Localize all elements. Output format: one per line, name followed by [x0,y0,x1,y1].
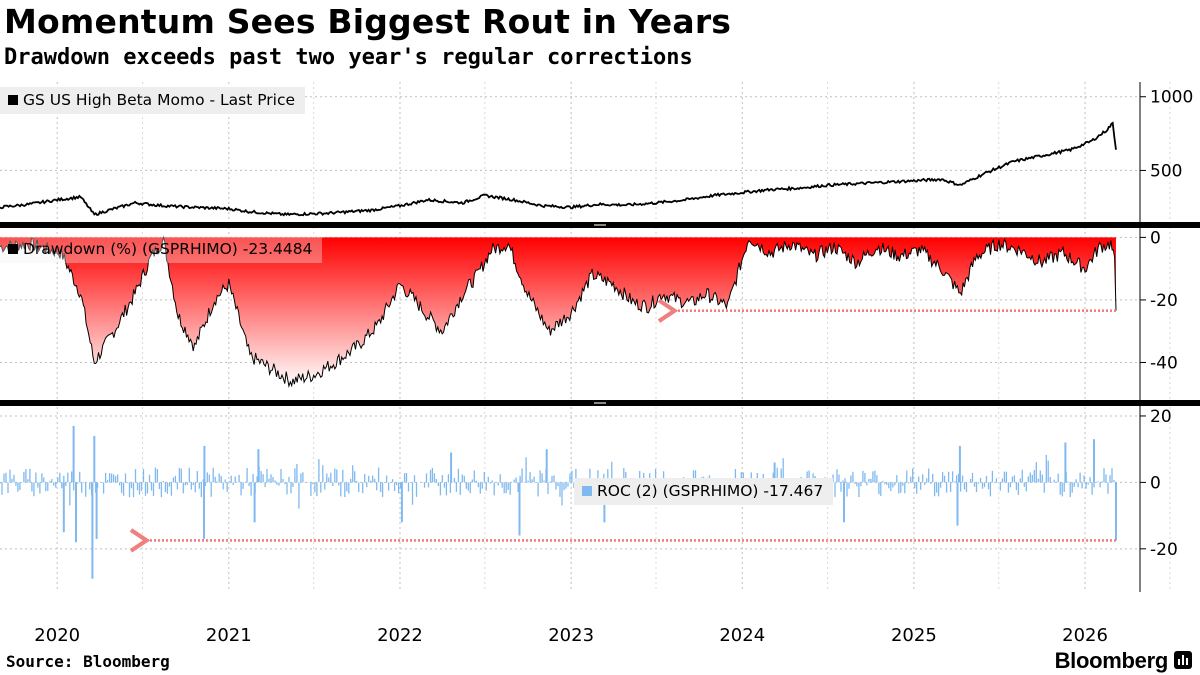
brand-logo: Bloomberg [1054,648,1169,673]
x-tick-label-2024: 2024 [719,625,765,646]
legend-swatch-price [8,95,18,105]
price-line [0,121,1117,217]
legend-drawdown-label: Drawdown (%) (GSPRHIMO) -23.4484 [23,240,313,258]
y-tick-label-drawdown-0: 0 [1150,228,1161,248]
y-tick-label-roc-20: 20 [1150,407,1172,427]
panel-divider-grip-2 [594,402,606,404]
legend-roc-label: ROC (2) (GSPRHIMO) -17.467 [597,482,824,500]
x-tick-label-2025: 2025 [891,625,937,646]
legend-swatch-drawdown [8,244,18,254]
source-note: Source: Bloomberg [6,652,170,671]
y-tick-label-price-1000: 1000 [1150,88,1193,108]
chart-title: Momentum Sees Biggest Rout in Years [4,2,732,41]
y-tick-label-price-500: 500 [1150,161,1182,181]
x-tick-label-2020: 2020 [34,625,80,646]
y-tick-label-roc-0: 0 [1150,473,1161,493]
y-tick-label-roc--20: -20 [1150,540,1178,560]
legend-drawdown: Drawdown (%) (GSPRHIMO) -23.4484 [0,236,323,263]
x-tick-label-2022: 2022 [377,625,423,646]
legend-roc: ROC (2) (GSPRHIMO) -17.467 [574,478,834,505]
legend-price: GS US High Beta Momo - Last Price [0,87,306,114]
bloomberg-terminal-icon [1174,651,1192,669]
x-tick-label-2026: 2026 [1062,625,1108,646]
x-tick-label-2023: 2023 [548,625,594,646]
y-tick-label-drawdown--20: -20 [1150,291,1178,311]
drawdown-area [0,237,1116,386]
roc-bars [0,425,1117,579]
panel-divider-grip-1 [594,224,606,226]
y-tick-label-drawdown--40: -40 [1150,353,1178,373]
legend-price-label: GS US High Beta Momo - Last Price [23,91,296,109]
legend-swatch-roc [582,486,592,496]
x-tick-label-2021: 2021 [206,625,252,646]
drawdown-line [0,235,1117,388]
chart-subtitle: Drawdown exceeds past two year's regular… [4,45,693,70]
